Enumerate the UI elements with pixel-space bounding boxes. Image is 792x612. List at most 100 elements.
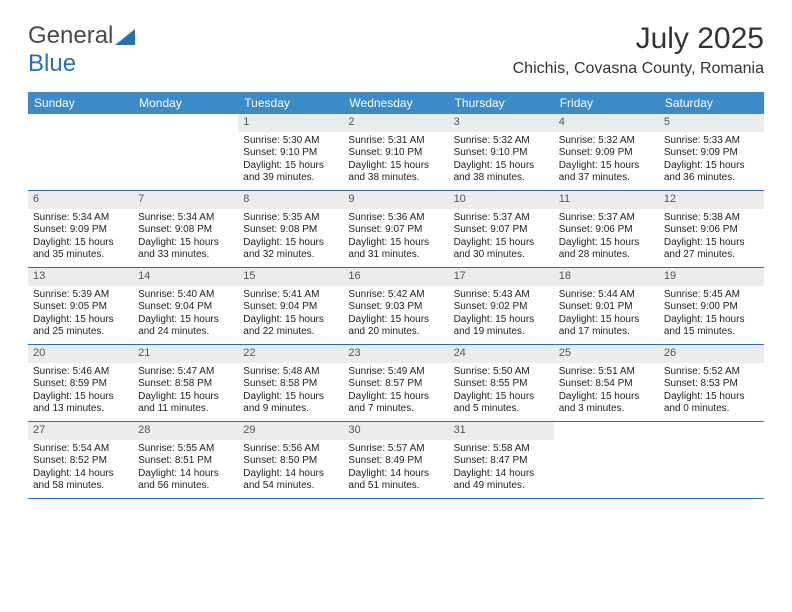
sunrise-text: Sunrise: 5:58 AM [454, 443, 549, 456]
week-row: 6Sunrise: 5:34 AMSunset: 9:09 PMDaylight… [28, 191, 764, 268]
sunset-text: Sunset: 8:50 PM [243, 455, 338, 468]
daylight-text: Daylight: 15 hours [33, 237, 128, 250]
day-number: 2 [343, 114, 448, 132]
sunrise-text: Sunrise: 5:33 AM [664, 135, 759, 148]
daylight-text: and 0 minutes. [664, 403, 759, 416]
day-cell: 16Sunrise: 5:42 AMSunset: 9:03 PMDayligh… [343, 268, 448, 344]
sunset-text: Sunset: 8:47 PM [454, 455, 549, 468]
daylight-text: Daylight: 15 hours [664, 237, 759, 250]
daylight-text: and 27 minutes. [664, 249, 759, 262]
sunset-text: Sunset: 8:58 PM [243, 378, 338, 391]
daylight-text: and 25 minutes. [33, 326, 128, 339]
daylight-text: and 28 minutes. [559, 249, 654, 262]
day-number: 27 [28, 422, 133, 440]
day-details: Sunrise: 5:43 AMSunset: 9:02 PMDaylight:… [449, 286, 554, 344]
day-cell: 19Sunrise: 5:45 AMSunset: 9:00 PMDayligh… [659, 268, 764, 344]
sunrise-text: Sunrise: 5:43 AM [454, 289, 549, 302]
daylight-text: Daylight: 15 hours [243, 160, 338, 173]
day-number: 4 [554, 114, 659, 132]
day-number: 24 [449, 345, 554, 363]
day-details: Sunrise: 5:42 AMSunset: 9:03 PMDaylight:… [343, 286, 448, 344]
sunrise-text: Sunrise: 5:42 AM [348, 289, 443, 302]
week-row: 1Sunrise: 5:30 AMSunset: 9:10 PMDaylight… [28, 114, 764, 191]
day-details: Sunrise: 5:33 AMSunset: 9:09 PMDaylight:… [659, 132, 764, 190]
sunset-text: Sunset: 9:07 PM [348, 224, 443, 237]
day-details: Sunrise: 5:50 AMSunset: 8:55 PMDaylight:… [449, 363, 554, 421]
day-cell: 14Sunrise: 5:40 AMSunset: 9:04 PMDayligh… [133, 268, 238, 344]
daylight-text: Daylight: 15 hours [454, 391, 549, 404]
sunrise-text: Sunrise: 5:30 AM [243, 135, 338, 148]
daylight-text: and 7 minutes. [348, 403, 443, 416]
day-header: Saturday [659, 92, 764, 114]
sunrise-text: Sunrise: 5:37 AM [454, 212, 549, 225]
day-details: Sunrise: 5:31 AMSunset: 9:10 PMDaylight:… [343, 132, 448, 190]
day-number: 29 [238, 422, 343, 440]
day-cell: 25Sunrise: 5:51 AMSunset: 8:54 PMDayligh… [554, 345, 659, 421]
sunset-text: Sunset: 9:08 PM [138, 224, 233, 237]
daylight-text: and 38 minutes. [454, 172, 549, 185]
day-number: 11 [554, 191, 659, 209]
location: Chichis, Covasna County, Romania [513, 60, 764, 78]
day-details: Sunrise: 5:44 AMSunset: 9:01 PMDaylight:… [554, 286, 659, 344]
daylight-text: Daylight: 14 hours [348, 468, 443, 481]
empty-cell [659, 422, 764, 498]
sunrise-text: Sunrise: 5:32 AM [454, 135, 549, 148]
sunrise-text: Sunrise: 5:35 AM [243, 212, 338, 225]
daylight-text: and 9 minutes. [243, 403, 338, 416]
daylight-text: Daylight: 15 hours [138, 314, 233, 327]
daylight-text: Daylight: 15 hours [138, 391, 233, 404]
daylight-text: Daylight: 15 hours [348, 391, 443, 404]
day-cell: 12Sunrise: 5:38 AMSunset: 9:06 PMDayligh… [659, 191, 764, 267]
daylight-text: and 3 minutes. [559, 403, 654, 416]
logo-part1: General [28, 22, 113, 49]
daylight-text: Daylight: 15 hours [559, 391, 654, 404]
sunset-text: Sunset: 9:06 PM [559, 224, 654, 237]
day-number: 1 [238, 114, 343, 132]
day-cell: 20Sunrise: 5:46 AMSunset: 8:59 PMDayligh… [28, 345, 133, 421]
sunrise-text: Sunrise: 5:56 AM [243, 443, 338, 456]
sunrise-text: Sunrise: 5:49 AM [348, 366, 443, 379]
daylight-text: Daylight: 15 hours [559, 160, 654, 173]
daylight-text: Daylight: 15 hours [348, 314, 443, 327]
sunrise-text: Sunrise: 5:48 AM [243, 366, 338, 379]
day-cell: 23Sunrise: 5:49 AMSunset: 8:57 PMDayligh… [343, 345, 448, 421]
sunrise-text: Sunrise: 5:47 AM [138, 366, 233, 379]
day-number: 5 [659, 114, 764, 132]
daylight-text: Daylight: 15 hours [348, 237, 443, 250]
sunrise-text: Sunrise: 5:55 AM [138, 443, 233, 456]
daylight-text: and 39 minutes. [243, 172, 338, 185]
daylight-text: and 17 minutes. [559, 326, 654, 339]
sunset-text: Sunset: 9:05 PM [33, 301, 128, 314]
day-cell: 1Sunrise: 5:30 AMSunset: 9:10 PMDaylight… [238, 114, 343, 190]
daylight-text: and 15 minutes. [664, 326, 759, 339]
day-cell: 21Sunrise: 5:47 AMSunset: 8:58 PMDayligh… [133, 345, 238, 421]
sunset-text: Sunset: 9:03 PM [348, 301, 443, 314]
daylight-text: and 11 minutes. [138, 403, 233, 416]
sunset-text: Sunset: 9:04 PM [243, 301, 338, 314]
day-number: 13 [28, 268, 133, 286]
daylight-text: Daylight: 15 hours [664, 314, 759, 327]
sunrise-text: Sunrise: 5:44 AM [559, 289, 654, 302]
day-number: 31 [449, 422, 554, 440]
day-header-row: SundayMondayTuesdayWednesdayThursdayFrid… [28, 92, 764, 114]
sunset-text: Sunset: 9:00 PM [664, 301, 759, 314]
day-cell: 5Sunrise: 5:33 AMSunset: 9:09 PMDaylight… [659, 114, 764, 190]
sunset-text: Sunset: 9:10 PM [243, 147, 338, 160]
sunrise-text: Sunrise: 5:38 AM [664, 212, 759, 225]
day-number: 23 [343, 345, 448, 363]
daylight-text: and 32 minutes. [243, 249, 338, 262]
day-details: Sunrise: 5:58 AMSunset: 8:47 PMDaylight:… [449, 440, 554, 498]
daylight-text: and 20 minutes. [348, 326, 443, 339]
day-details: Sunrise: 5:35 AMSunset: 9:08 PMDaylight:… [238, 209, 343, 267]
day-details: Sunrise: 5:34 AMSunset: 9:08 PMDaylight:… [133, 209, 238, 267]
day-number: 6 [28, 191, 133, 209]
day-header: Wednesday [343, 92, 448, 114]
day-details: Sunrise: 5:54 AMSunset: 8:52 PMDaylight:… [28, 440, 133, 498]
day-cell: 18Sunrise: 5:44 AMSunset: 9:01 PMDayligh… [554, 268, 659, 344]
day-number: 17 [449, 268, 554, 286]
day-details: Sunrise: 5:30 AMSunset: 9:10 PMDaylight:… [238, 132, 343, 190]
daylight-text: and 19 minutes. [454, 326, 549, 339]
daylight-text: Daylight: 15 hours [454, 237, 549, 250]
day-details: Sunrise: 5:48 AMSunset: 8:58 PMDaylight:… [238, 363, 343, 421]
daylight-text: and 30 minutes. [454, 249, 549, 262]
